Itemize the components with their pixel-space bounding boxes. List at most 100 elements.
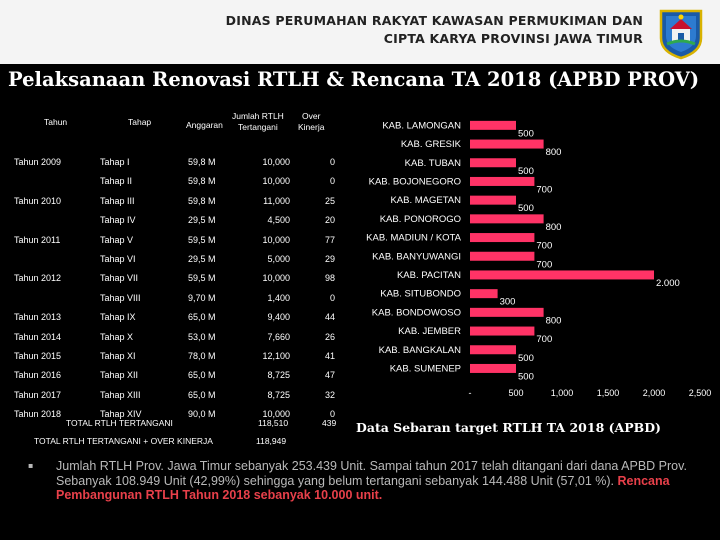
cell-over: 47 (324, 370, 335, 381)
category-label: KAB. MADIUN / KOTA (366, 233, 462, 244)
cell-tahun: Tahun 2017 (14, 389, 62, 400)
col-header-tahun: Tahun (44, 117, 68, 127)
cell-tahun: Tahun 2016 (14, 370, 62, 381)
cell-tahap: Tahap VI (100, 254, 136, 264)
cell-anggaran: 59,8 M (188, 157, 216, 167)
cell-tahap: Tahap XII (100, 370, 139, 381)
cell-anggaran: 65,0 M (188, 312, 216, 323)
bar (470, 270, 654, 280)
x-tick-label: - (469, 388, 472, 398)
cell-anggaran: 53,0 M (188, 331, 216, 342)
cell-tahun: Tahun 2012 (14, 273, 62, 284)
category-label: KAB. PONOROGO (380, 214, 461, 225)
category-label: KAB. BONDOWOSO (372, 307, 461, 318)
cell-over: 0 (329, 292, 335, 303)
category-label: KAB. JEMBER (398, 326, 461, 337)
cell-over: 25 (324, 195, 335, 206)
col-header-over: Over Kinerja (298, 111, 324, 133)
cell-anggaran: 59,8 M (188, 195, 216, 206)
cell-jumlah: 9,400 (267, 312, 290, 323)
cell-anggaran: 9,70 M (188, 292, 216, 303)
cell-over: 77 (324, 234, 335, 245)
cell-over: 32 (324, 389, 335, 400)
chart-svg: KAB. LAMONGAN 500 KAB. GRESIK 800 KAB. TUBAN… (366, 120, 712, 398)
rtlh-table: Tahun Tahap Anggaran Jumlah RTLH Tertang… (0, 104, 350, 454)
x-tick-label: 2,000 (643, 388, 666, 398)
cell-jumlah: 5,000 (267, 254, 290, 264)
cell-tahun: Tahun 2014 (14, 331, 62, 342)
cell-tahap: Tahap X (100, 331, 134, 342)
x-tick-label: 2,500 (689, 388, 712, 398)
total-plus-over-label: TOTAL RTLH TERTANGANI + OVER KINERJA (34, 436, 213, 446)
cell-tahap: Tahap XI (100, 351, 136, 361)
cell-over: 20 (324, 215, 335, 226)
cell-over: 0 (329, 409, 335, 420)
summary-note-main: Jumlah RTLH Prov. Jawa Timur sebanyak 25… (56, 459, 687, 488)
cell-tahun: Tahun 2010 (14, 195, 62, 206)
col-header-over-line1: Over (302, 111, 321, 121)
value-label: 500 (518, 353, 534, 364)
summary-note: Jumlah RTLH Prov. Jawa Timur sebanyak 25… (56, 459, 716, 503)
col-header-over-line2: Kinerja (298, 122, 325, 132)
value-label: 700 (536, 334, 552, 345)
cell-jumlah: 10,000 (262, 176, 290, 187)
cell-anggaran: 59,5 M (188, 273, 216, 284)
value-label: 500 (518, 128, 534, 139)
cell-jumlah: 10,000 (262, 409, 290, 420)
header-line-2: CIPTA KARYA PROVINSI JAWA TIMUR (383, 31, 643, 46)
value-label: 700 (536, 184, 552, 195)
cell-over: 44 (324, 312, 335, 323)
summary-note-highlight: Rencana Pembangunan RTLH Tahun 2018 seba… (56, 473, 670, 503)
bar (470, 307, 544, 317)
cell-tahap: Tahap IX (100, 312, 136, 323)
cell-jumlah: 11,000 (263, 195, 290, 206)
cell-anggaran: 65,0 M (188, 370, 216, 381)
cell-anggaran: 59,5 M (188, 234, 216, 245)
cell-tahun: Tahun 2011 (14, 234, 61, 245)
total-tertangani-label: TOTAL RTLH TERTANGANI (66, 418, 173, 428)
category-label: KAB. GRESIK (401, 139, 462, 150)
cell-over: 98 (324, 273, 335, 284)
cell-jumlah: 10,000 (262, 234, 290, 245)
header-banner: DINAS PERUMAHAN RAKYAT KAWASAN PERMUKIMA… (0, 0, 720, 64)
cell-tahap: Tahap VII (100, 273, 139, 284)
cell-anggaran: 90,0 M (188, 409, 216, 420)
category-label: KAB. SUMENEP (390, 363, 461, 374)
category-label: KAB. BANYUWANGI (372, 251, 461, 262)
bar (470, 289, 498, 299)
chart-caption: Data Sebaran target RTLH TA 2018 (APBD) (356, 420, 661, 435)
cell-anggaran: 59,8 M (188, 176, 216, 187)
cell-jumlah: 10,000 (262, 157, 290, 167)
bar (470, 326, 535, 336)
bar (470, 195, 516, 205)
header-line-1: DINAS PERUMAHAN RAKYAT KAWASAN PERMUKIMA… (225, 13, 643, 28)
bar (470, 233, 535, 243)
cell-anggaran: 29,5 M (188, 215, 216, 226)
bar (470, 139, 544, 149)
category-label: KAB. TUBAN (405, 158, 461, 169)
cell-tahap: Tahap III (100, 195, 135, 206)
cell-tahap: Tahap II (100, 176, 133, 187)
bar (470, 251, 535, 261)
value-label: 300 (500, 297, 516, 308)
cell-jumlah: 1,400 (267, 292, 290, 303)
value-label: 500 (518, 371, 534, 382)
cell-jumlah: 8,725 (267, 389, 290, 400)
cell-tahap: Tahap VIII (100, 292, 141, 303)
cell-anggaran: 29,5 M (188, 254, 216, 264)
category-label: KAB. SITUBONDO (380, 289, 461, 300)
col-header-anggaran: Anggaran (186, 120, 223, 130)
bar (470, 345, 516, 355)
value-label: 500 (518, 166, 534, 177)
x-tick-label: 1,000 (551, 388, 574, 398)
sebaran-bar-chart: KAB. LAMONGAN 500 KAB. GRESIK 800 KAB. TUBAN… (352, 110, 720, 410)
cell-jumlah: 4,500 (267, 215, 290, 226)
col-header-jumlah-line2: Tertangani (238, 122, 278, 132)
cell-tahap: Tahap XIV (100, 409, 142, 420)
col-header-tahap: Tahap (128, 117, 152, 127)
total-tertangani-value: 118,510 (258, 418, 289, 428)
total-plus-over-value: 118,949 (256, 436, 287, 446)
page-title: Pelaksanaan Renovasi RTLH & Rencana TA 2… (8, 68, 700, 91)
cell-jumlah: 7,660 (267, 331, 290, 342)
x-tick-label: 500 (508, 388, 523, 398)
